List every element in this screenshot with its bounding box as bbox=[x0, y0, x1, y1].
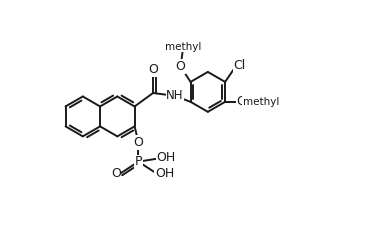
Text: OH: OH bbox=[156, 151, 176, 164]
Text: methyl: methyl bbox=[165, 42, 201, 52]
Text: O: O bbox=[148, 63, 158, 76]
Text: Cl: Cl bbox=[234, 59, 246, 72]
Text: O: O bbox=[133, 136, 144, 149]
Text: P: P bbox=[135, 155, 142, 168]
Text: OH: OH bbox=[155, 167, 174, 180]
Text: O: O bbox=[176, 60, 185, 73]
Text: NH: NH bbox=[166, 89, 184, 102]
Text: O: O bbox=[236, 95, 246, 108]
Text: O: O bbox=[111, 167, 121, 180]
Text: methyl: methyl bbox=[242, 97, 279, 107]
